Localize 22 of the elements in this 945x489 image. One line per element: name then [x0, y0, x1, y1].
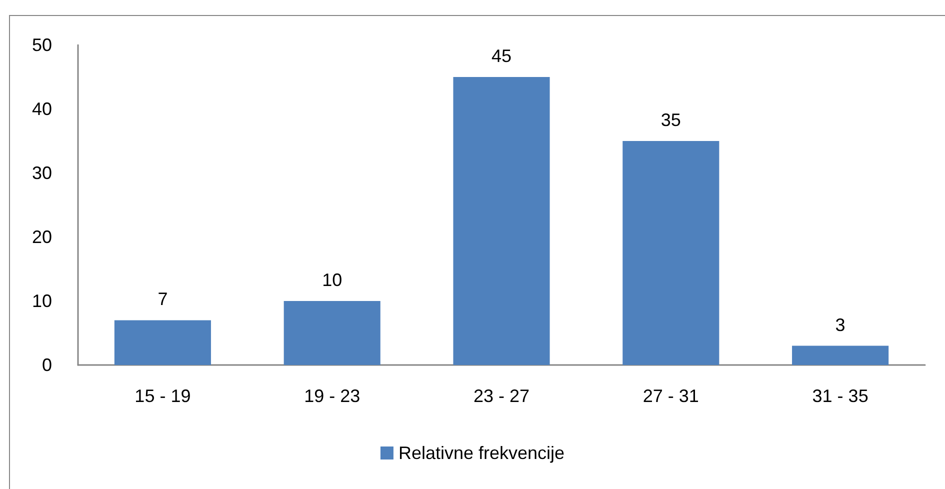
y-tick-label: 50	[32, 35, 52, 55]
bar	[284, 301, 380, 365]
data-label: 3	[835, 314, 846, 335]
bar	[622, 141, 720, 365]
y-tick-label: 0	[42, 355, 52, 375]
bar	[114, 320, 211, 365]
y-tick-label: 30	[32, 163, 52, 183]
data-label: 10	[322, 270, 342, 290]
x-tick-label: 23 - 27	[473, 386, 530, 406]
data-label: 35	[660, 110, 681, 130]
x-tick-label: 15 - 19	[134, 386, 191, 406]
y-tick-label: 20	[32, 227, 52, 247]
x-tick-label: 31 - 35	[812, 386, 868, 406]
bar	[792, 346, 889, 365]
bar	[453, 77, 550, 365]
data-label: 7	[158, 289, 168, 310]
y-tick-label: 10	[32, 291, 52, 311]
x-tick-label: 19 - 23	[304, 386, 360, 406]
data-label: 45	[491, 46, 512, 66]
y-tick-label: 40	[32, 99, 52, 119]
x-tick-label: 27 - 31	[642, 386, 699, 406]
legend-label: Relativne frekvencije	[398, 443, 565, 463]
